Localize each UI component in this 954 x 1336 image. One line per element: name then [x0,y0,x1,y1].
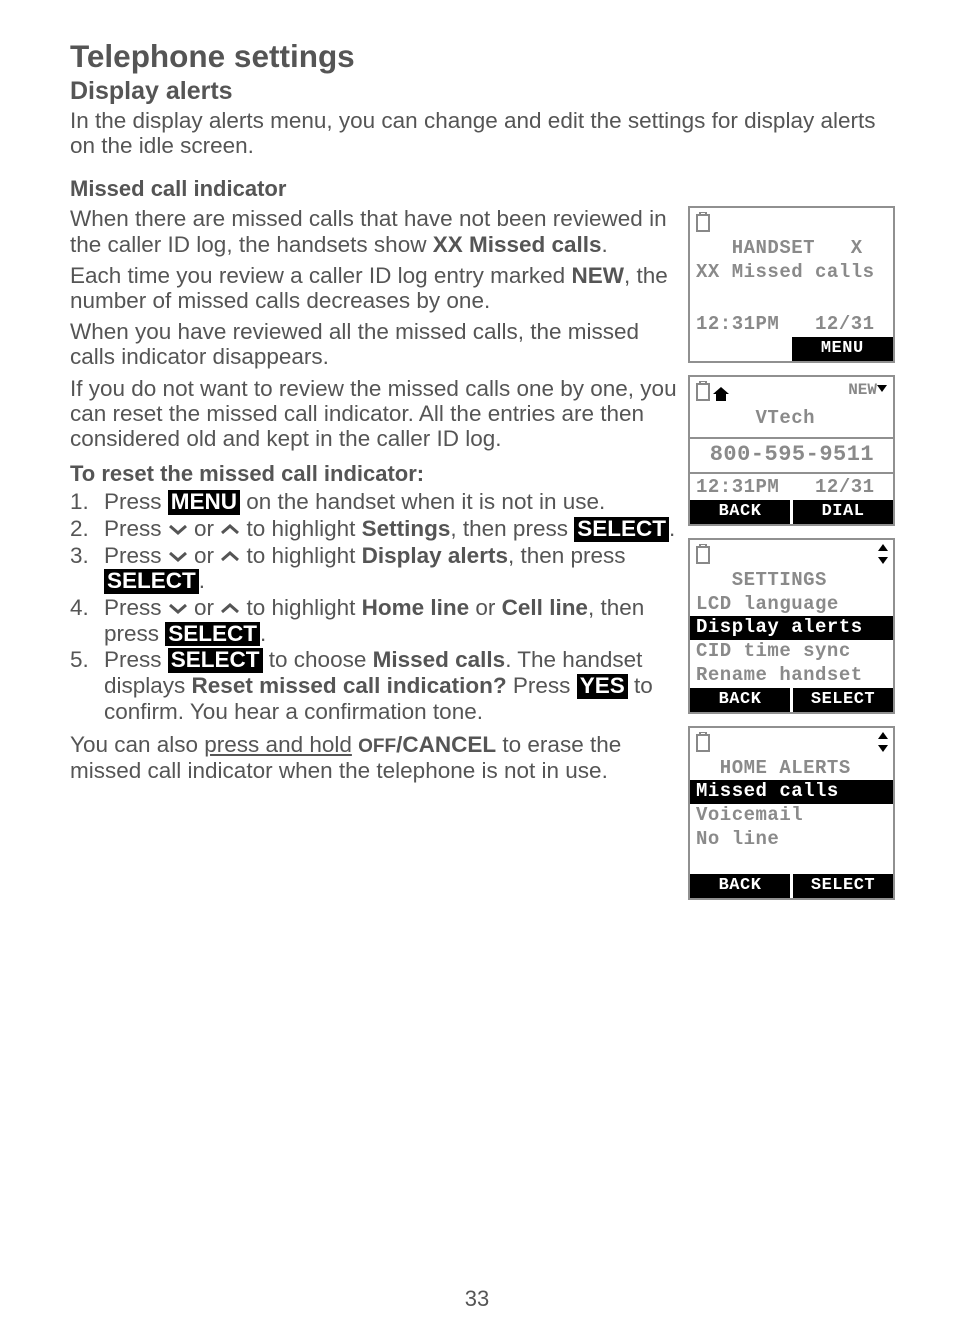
step-4: Press or to highlight Home line or Cell … [70,595,682,646]
lcd-menu-item: CID time sync [696,640,887,664]
lcd-text: XX Missed calls [696,261,887,285]
down-arrow-icon [168,524,188,536]
home-icon [712,386,730,407]
softkey-left: BACK [690,874,790,898]
lcd-title: SETTINGS [696,569,887,593]
down-arrow-icon [168,603,188,615]
paragraph-4: If you do not want to review the missed … [70,376,682,452]
lcd-menu-item: Rename handset [696,664,887,688]
lcd-menu-item: Voicemail [696,804,887,828]
battery-icon [696,381,710,401]
yes-key: YES [577,674,628,699]
softkey-right: SELECT [790,874,893,898]
step-5: Press SELECT to choose Missed calls. The… [70,647,682,724]
up-arrow-icon [220,524,240,536]
softkey-left: BACK [690,688,790,712]
lcd-phone-number: 800-595-9511 [696,439,887,471]
lcd-text: HANDSET X [696,237,887,261]
step-3: Press or to highlight Display alerts, th… [70,543,682,594]
step-2: Press or to highlight Settings, then pre… [70,516,682,542]
softkey-left [690,337,792,361]
paragraph-1: When there are missed calls that have no… [70,206,682,256]
intro-paragraph: In the display alerts menu, you can chan… [70,108,890,158]
lcd-text: 12:31PM 12/31 [696,474,887,500]
lcd-menu-item-selected: Missed calls [690,780,893,804]
paragraph-3: When you have reviewed all the missed ca… [70,319,670,369]
battery-icon [696,732,710,752]
page-number: 33 [0,1286,954,1312]
select-key: SELECT [165,622,260,647]
lcd-menu-item: No line [696,828,887,852]
softkey-left: BACK [690,500,790,524]
subsection-title: Missed call indicator [70,176,898,202]
lcd-menu-item-selected: Display alerts [690,616,893,640]
menu-key: MENU [168,490,240,515]
lcd-screen-3: SETTINGS LCD language Display alerts CID… [688,538,895,714]
scroll-arrows-icon [877,732,889,757]
lcd-title: HOME ALERTS [696,757,887,781]
lcd-text: 12:31PM 12/31 [696,313,887,337]
softkey-right: DIAL [790,500,893,524]
softkey-right: SELECT [790,688,893,712]
down-arrow-icon [168,551,188,563]
select-key: SELECT [104,569,199,594]
lcd-screen-1: HANDSET X XX Missed calls 12:31PM 12/31 … [688,206,895,362]
paragraph-2: Each time you review a caller ID log ent… [70,263,682,313]
battery-icon [696,544,710,564]
lcd-text: VTech [696,407,887,431]
up-arrow-icon [220,603,240,615]
battery-icon [696,212,710,232]
lcd-screen-2: NEW VTech 800-595-9511 12:31PM 12/31 BAC… [688,375,895,526]
howto-title: To reset the missed call indicator: [70,461,682,487]
select-key: SELECT [574,517,669,542]
lcd-screen-4: HOME ALERTS Missed calls Voicemail No li… [688,726,895,900]
lcd-menu-item: LCD language [696,593,887,617]
step-1: Press MENU on the handset when it is not… [70,489,682,515]
paragraph-5: You can also press and hold OFF/CANCEL t… [70,732,682,782]
select-key: SELECT [168,648,263,673]
new-indicator: NEW [848,381,887,399]
scroll-arrows-icon [877,544,889,569]
section-title: Display alerts [70,77,898,106]
softkey-right: MENU [792,337,894,361]
up-arrow-icon [220,551,240,563]
page-title: Telephone settings [70,38,898,75]
